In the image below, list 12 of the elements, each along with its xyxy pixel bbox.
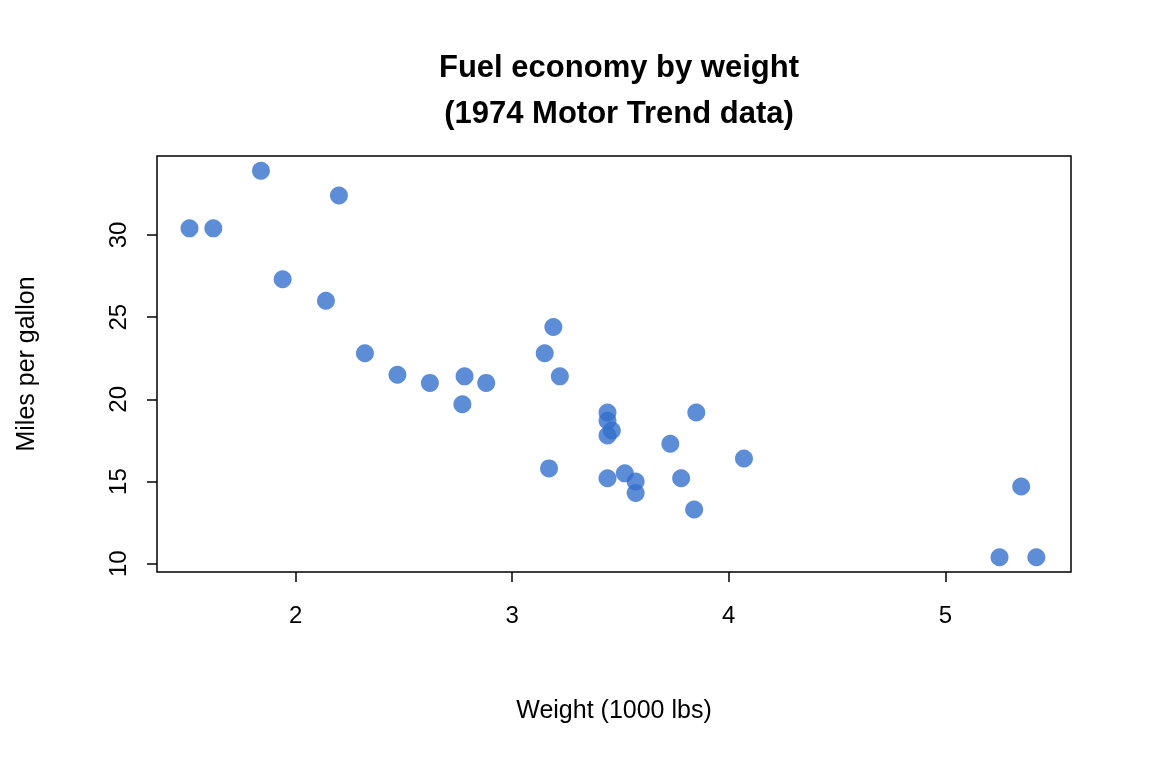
y-axis-title: Miles per gallon bbox=[10, 276, 39, 452]
y-tick-label: 30 bbox=[103, 221, 131, 249]
x-tick-label: 3 bbox=[505, 600, 519, 628]
x-tick-label: 5 bbox=[938, 600, 953, 628]
x-tick-label: 2 bbox=[288, 600, 303, 628]
chart-title: Fuel economy by weight (1974 Motor Trend data) bbox=[439, 48, 799, 130]
y-tick-label: 15 bbox=[103, 468, 131, 495]
x-axis-title: Weight (1000 lbs) bbox=[516, 694, 712, 723]
y-tick-label: 25 bbox=[103, 303, 131, 331]
y-tick-label: 20 bbox=[103, 386, 131, 413]
x-tick-label: 4 bbox=[722, 600, 736, 628]
y-tick-label: 10 bbox=[103, 550, 131, 578]
